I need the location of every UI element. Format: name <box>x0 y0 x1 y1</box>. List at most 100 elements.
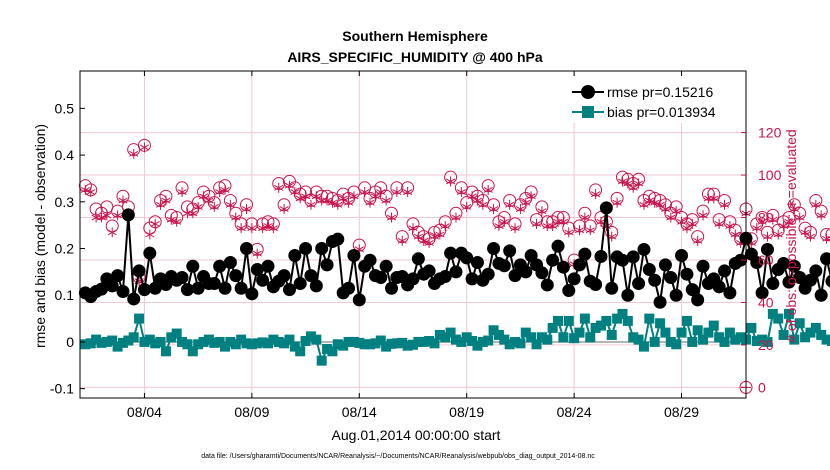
bias-point <box>112 341 123 352</box>
rmse-point <box>229 269 243 283</box>
bias-point <box>783 308 794 319</box>
bias-point <box>628 332 639 343</box>
y-right-tick-label: 20 <box>758 337 774 353</box>
obs-evaluated-stroke <box>429 233 440 240</box>
rmse-point <box>691 293 705 307</box>
rmse-point <box>680 267 694 281</box>
obs-evaluated-stroke <box>531 220 542 227</box>
rmse-point <box>658 258 672 272</box>
bias-point <box>762 336 773 347</box>
rmse-point <box>111 269 125 283</box>
rmse-point <box>191 281 205 295</box>
bias-point <box>273 336 284 347</box>
bias-point <box>91 334 102 345</box>
obs-evaluated-stroke <box>580 214 590 221</box>
obs-evaluated-stroke <box>601 223 611 229</box>
bias-point <box>826 336 830 347</box>
bias-point <box>268 334 279 345</box>
obs-evaluated-stroke <box>360 189 370 195</box>
y-axis-label: rmse and bias (model - observation) <box>32 124 48 348</box>
bias-point <box>445 327 456 338</box>
obs-evaluated-marker <box>419 235 429 246</box>
rmse-point <box>589 277 603 291</box>
bias-point <box>553 315 564 326</box>
bias-point <box>354 337 365 348</box>
x-tick-label: 08/24 <box>557 404 592 420</box>
obs-evaluated-stroke <box>193 203 203 210</box>
rmse-point <box>605 281 619 295</box>
obs-evaluated-stroke <box>784 218 794 225</box>
obs-evaluated-stroke <box>574 227 585 234</box>
obs-evaluated-marker <box>639 199 649 210</box>
bias-point <box>633 334 644 345</box>
obs-evaluated-marker <box>730 229 740 240</box>
bias-point <box>461 332 472 343</box>
obs-evaluated-stroke <box>322 197 332 204</box>
bias-point <box>595 320 606 331</box>
rmse-point <box>256 273 270 287</box>
obs-evaluated-stroke <box>231 214 241 221</box>
obs-evaluated-stroke <box>118 197 128 204</box>
obs-evaluated-stroke <box>671 208 681 215</box>
bias-point <box>370 338 381 349</box>
bias-point <box>805 327 816 338</box>
obs-evaluated-stroke <box>129 150 139 157</box>
obs-evaluated-marker <box>580 212 590 223</box>
obs-evaluated-stroke <box>521 199 531 206</box>
obs-evaluated-stroke <box>343 199 354 206</box>
obs-evaluated-marker <box>80 184 90 195</box>
rmse-point <box>632 277 646 291</box>
obs-evaluated-marker <box>139 142 150 153</box>
rmse-point <box>809 264 823 278</box>
obs-evaluated-marker <box>709 193 719 204</box>
obs-evaluated-marker <box>279 204 289 215</box>
obs-evaluated-marker <box>757 216 767 227</box>
obs-evaluated-stroke <box>768 216 778 223</box>
obs-evaluated-marker <box>488 204 499 215</box>
bias-point <box>295 346 306 357</box>
rmse-point <box>374 270 388 284</box>
obs-evaluated-stroke <box>505 201 515 208</box>
rmse-point <box>105 279 119 293</box>
obs-evaluated-stroke <box>161 197 171 204</box>
obs-evaluated-stroke <box>499 218 509 225</box>
rmse-point <box>626 250 640 264</box>
rmse-point <box>723 286 737 300</box>
rmse-point <box>299 242 313 256</box>
obs-evaluated-stroke <box>209 203 219 210</box>
rmse-point <box>777 256 791 270</box>
legend-rmse-marker <box>581 85 595 99</box>
rmse-point <box>487 242 501 256</box>
obs-evaluated-marker <box>322 195 332 206</box>
legend-bias-marker <box>582 106 594 118</box>
obs-evaluated-stroke <box>660 206 671 212</box>
y-tick-label: 0.5 <box>55 100 75 116</box>
obs-evaluated-stroke <box>623 180 633 187</box>
obs-evaluated-marker <box>424 237 434 248</box>
obs-evaluated-stroke <box>145 231 155 238</box>
obs-evaluated-stroke <box>241 206 252 212</box>
rmse-point <box>508 269 522 283</box>
bias-point <box>123 335 134 346</box>
obs-evaluated-marker <box>660 204 671 215</box>
bias-point <box>343 336 354 347</box>
obs-evaluated-marker <box>392 187 402 198</box>
bias-point <box>284 334 295 345</box>
obs-evaluated-marker <box>644 195 654 206</box>
bias-point <box>510 336 521 347</box>
rmse-point <box>180 283 194 297</box>
chart-subtitle: AIRS_SPECIFIC_HUMIDITY @ 400 hPa <box>287 49 543 65</box>
obs-evaluated-marker <box>301 191 311 202</box>
obs-evaluated-marker <box>236 223 246 234</box>
bias-point <box>300 336 311 347</box>
x-axis-label: Aug.01,2014 00:00:00 start <box>332 427 501 443</box>
bias-point <box>177 336 188 347</box>
obs-evaluated-stroke <box>483 186 493 193</box>
obs-possible-marker <box>820 228 830 241</box>
rmse-point <box>642 263 656 277</box>
bias-point <box>338 340 349 351</box>
obs-evaluated-marker <box>531 218 542 229</box>
y-tick-label: 0 <box>66 334 74 350</box>
bias-point <box>499 334 510 345</box>
bias-point <box>359 339 370 350</box>
